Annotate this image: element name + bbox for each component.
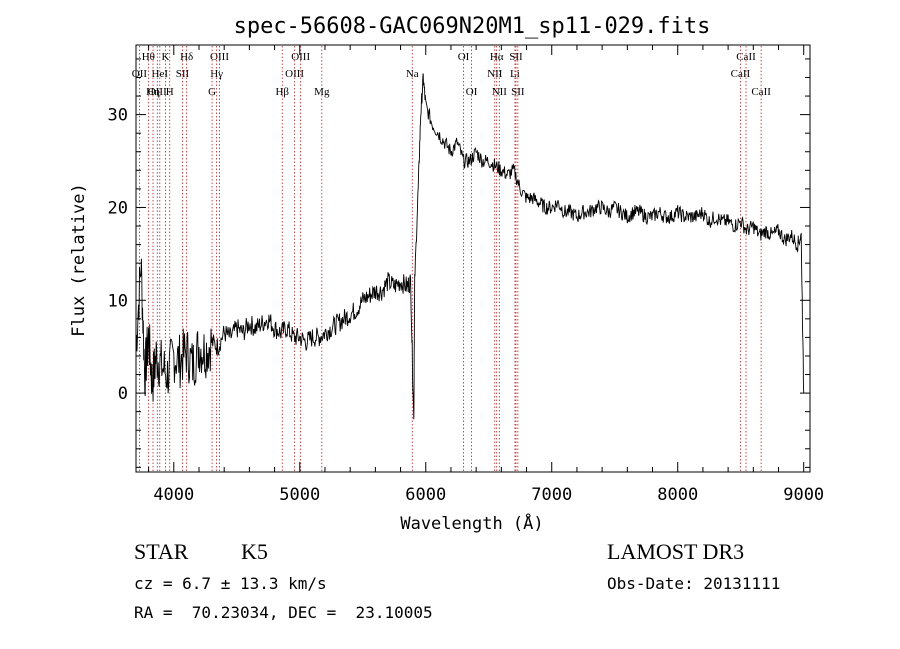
spectral-line-label-5: Hη [146,86,160,98]
spectral-line-label-8: Hδ [180,51,193,63]
spectral-subclass: K5 [241,539,268,564]
spectral-line-label-10: Hγ [210,68,223,80]
y-tick-label-2: 20 [108,198,128,218]
spectral-line-label-13: OIII [285,68,304,80]
spectral-line-label-12: OIII [291,51,310,63]
spectral-line-label-11: G [208,86,216,98]
x-tick-label-0: 4000 [153,485,194,505]
spectral-line-label-19: Hα [490,51,504,63]
spectral-line-label-0: Hθ [142,51,155,63]
x-axis-label: Wavelength (Å) [400,512,543,534]
x-tick-label-4: 8000 [657,485,698,505]
spectral-line-label-27: CaII [751,86,771,98]
survey-name: LAMOST DR3 [607,539,745,564]
spectral-line-label-7: SII [176,68,190,80]
spectrum-series [135,73,805,420]
spectral-line-label-4: HeI [152,68,169,80]
x-axis-ticks: 4000 5000 6000 7000 8000 9000 [148,45,824,505]
spectral-line-label-17: OI [458,51,470,63]
spectrum-line-0 [135,73,805,420]
spectral-line-label-14: Hβ [275,86,289,98]
redshift-cz: cz = 6.7 ± 13.3 km/s [134,574,327,593]
y-axis-ticks: 0 10 20 30 [108,58,810,468]
spectral-line-label-21: NII [487,68,503,80]
spectral-line-label-18: OI [466,86,478,98]
spectral-line-label-6: H [166,86,174,98]
x-tick-label-2: 6000 [405,485,446,505]
y-tick-label-0: 0 [118,384,128,404]
spectral-class: STAR [134,539,189,564]
spectral-line-label-1: OII [132,68,148,80]
y-axis-label: Flux (relative) [69,183,89,337]
x-tick-label-3: 7000 [531,485,572,505]
x-tick-label-1: 5000 [279,485,320,505]
ra-dec-coords: RA = 70.23034, DEC = 23.10005 [134,603,433,622]
obs-date: Obs-Date: 20131111 [607,574,781,593]
y-tick-label-1: 10 [108,291,128,311]
spectral-line-label-26: CaII [731,68,751,80]
x-tick-label-5: 9000 [783,485,824,505]
spectral-line-label-25: CaII [736,51,756,63]
spectral-line-label-23: NII [492,86,508,98]
y-tick-label-3: 30 [108,106,128,126]
chart-title: spec-56608-GAC069N20M1_sp11-029.fits [234,14,711,39]
plot-frame [135,44,811,473]
spectral-line-label-9: OIII [210,51,229,63]
spectral-line-label-15: Mg [314,86,330,98]
spectral-line-label-16: Na [406,68,419,80]
spectral-line-label-3: K [162,51,170,63]
spectral-line-label-22: Li [510,68,520,80]
spectral-line-label-20: SII [509,51,523,63]
spectral-line-label-24: SII [511,86,525,98]
